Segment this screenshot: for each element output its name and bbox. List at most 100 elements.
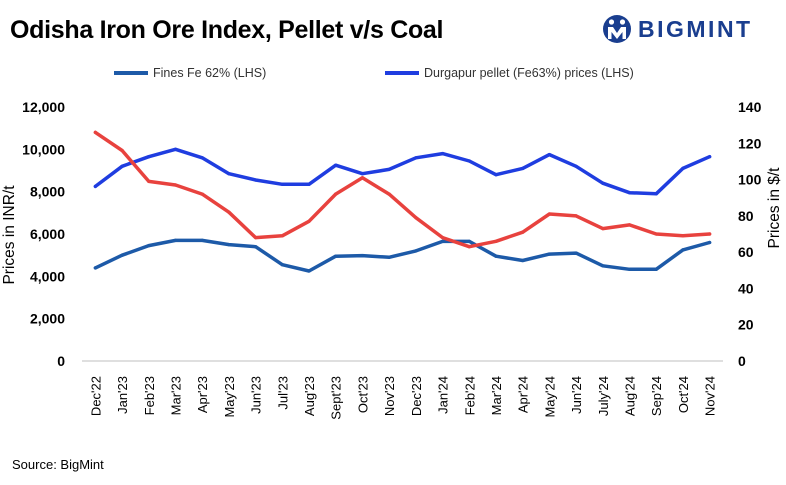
x-tick-label: Aug'23 (302, 376, 317, 416)
data-point-coal (494, 239, 498, 243)
data-point-coal (254, 236, 258, 240)
data-point-pellet (467, 159, 471, 163)
x-tick-label: Dec'22 (88, 376, 103, 416)
data-point-pellet (441, 152, 445, 156)
data-point-fines (521, 258, 525, 263)
data-point-pellet (360, 172, 364, 176)
data-point-fines (387, 255, 391, 259)
source-note: Source: BigMint (12, 457, 104, 472)
data-point-fines (147, 244, 151, 248)
data-point-pellet (627, 191, 632, 195)
data-point-coal (574, 214, 578, 218)
data-point-pellet (147, 155, 151, 159)
data-point-fines (574, 251, 578, 255)
data-point-pellet (708, 155, 712, 159)
data-point-pellet (227, 172, 231, 176)
data-point-pellet (414, 156, 418, 160)
data-point-coal (441, 236, 445, 240)
data-point-coal (414, 216, 418, 220)
data-point-pellet (334, 163, 338, 167)
data-point-coal (120, 148, 124, 153)
data-point-fines (360, 254, 364, 258)
data-point-coal (147, 179, 151, 183)
data-point-pellet (654, 192, 658, 196)
data-point-coal (601, 227, 605, 231)
bigmint-emblem-icon (603, 15, 631, 43)
data-point-pellet (521, 166, 525, 170)
y-tick-label-right: 60 (738, 244, 754, 260)
x-tick-label: Nov'24 (703, 376, 718, 416)
y-tick-label-left: 12,000 (22, 99, 65, 115)
data-point-coal (334, 192, 338, 196)
data-point-pellet (547, 153, 552, 157)
data-point-pellet (494, 173, 498, 177)
y-tick-label-left: 2,000 (30, 311, 65, 327)
y-tick-label-right: 120 (738, 135, 762, 151)
data-point-fines (467, 239, 471, 243)
data-point-coal (360, 176, 364, 180)
x-tick-label: Jul'23 (275, 376, 290, 410)
data-point-pellet (601, 181, 605, 185)
x-tick-label: Feb'23 (142, 376, 157, 415)
y-tick-label-right: 40 (738, 280, 754, 296)
data-point-coal (681, 234, 685, 238)
data-point-fines (200, 238, 204, 242)
series-line-pellet (93, 147, 712, 196)
x-tick-label: Aug'24 (623, 376, 638, 416)
x-tick-label: Dec'23 (409, 376, 424, 416)
x-tick-label: May'23 (222, 376, 237, 418)
data-point-pellet (280, 182, 284, 186)
series-line-fines (93, 238, 712, 273)
x-tick-label: Jun'23 (249, 376, 264, 414)
y-tick-label-right: 20 (738, 317, 754, 333)
data-point-fines (307, 269, 311, 273)
data-point-fines (120, 253, 124, 257)
y-tick-label-right: 80 (738, 208, 754, 224)
data-point-coal (93, 130, 97, 134)
x-tick-label: Sept'23 (329, 376, 344, 420)
data-point-fines (547, 252, 552, 256)
y-tick-label-right: 0 (738, 353, 746, 369)
bigmint-logo: BIGMINT (602, 12, 753, 46)
y-axis-label-left: Prices in INR/t (1, 185, 18, 285)
y-tick-label-left: 4,000 (30, 268, 65, 284)
y-axis-label-right: Prices in $/t (766, 167, 783, 249)
data-point-coal (467, 245, 471, 249)
legend-label-pellet: Durgapur pellet (Fe63%) prices (LHS) (424, 66, 634, 80)
data-point-fines (334, 254, 338, 258)
x-tick-label: Apr'24 (516, 376, 531, 413)
data-point-fines (494, 254, 498, 258)
data-point-fines (414, 249, 418, 253)
data-point-fines (254, 245, 258, 249)
data-point-pellet (307, 182, 311, 186)
data-point-coal (173, 183, 178, 187)
data-point-coal (227, 210, 231, 214)
data-point-fines (227, 243, 231, 247)
data-point-fines (654, 267, 658, 271)
data-point-coal (708, 232, 712, 236)
x-tick-label: Jun'24 (569, 376, 584, 414)
data-point-fines (681, 248, 685, 252)
data-point-coal (521, 230, 525, 234)
data-point-fines (173, 238, 178, 242)
x-tick-label: Apr'23 (195, 376, 210, 413)
data-point-pellet (93, 184, 97, 188)
data-point-pellet (681, 166, 685, 170)
x-tick-label: Oct'24 (676, 376, 691, 413)
x-tick-label: Mar'24 (489, 376, 504, 415)
x-tick-label: Mar'23 (168, 376, 183, 415)
data-point-fines (708, 240, 712, 245)
x-tick-label: July'24 (596, 376, 611, 416)
data-point-pellet (120, 164, 124, 168)
y-tick-label-left: 6,000 (30, 226, 65, 242)
y-tick-label-right: 100 (738, 172, 762, 188)
y-tick-label-left: 8,000 (30, 184, 65, 200)
data-point-fines (93, 266, 97, 270)
data-point-coal (307, 219, 311, 223)
data-point-coal (547, 212, 552, 216)
series-line-coal (93, 130, 712, 249)
data-point-pellet (387, 167, 391, 171)
data-point-pellet (200, 156, 204, 160)
x-tick-label: May'24 (542, 376, 557, 418)
